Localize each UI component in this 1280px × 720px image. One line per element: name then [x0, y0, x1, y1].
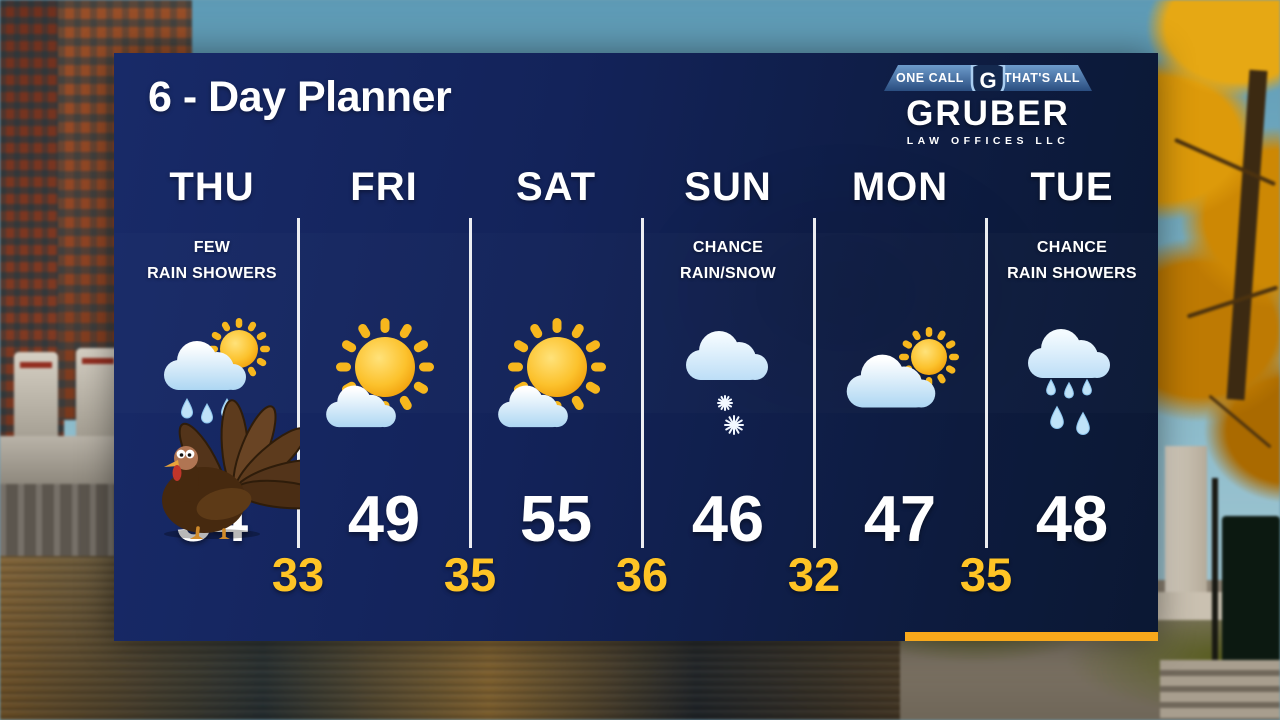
logo-company-name: GRUBER [906, 94, 1070, 133]
bridge-railing [0, 484, 128, 558]
condition-line: CHANCE [692, 239, 764, 256]
condition-line: RAIN/SNOW [679, 265, 777, 282]
day-label: SAT [515, 165, 597, 209]
street-pole [1212, 478, 1218, 714]
pole-banner [1222, 516, 1280, 684]
logo-banner-right: THAT'S ALL [1003, 71, 1080, 85]
days-grid: THU FEW RAIN SHOWERS [126, 165, 1158, 560]
low-temps-row: 33 35 36 32 35 [114, 547, 1158, 607]
day-column: TUE CHANCE RAIN SHOWERS [986, 165, 1158, 560]
day-label: FRI [350, 165, 418, 209]
bridge-tower [14, 352, 58, 442]
gruber-logo: ONE CALL THAT'S ALL G GRUBER LAW OFFICES… [876, 65, 1100, 147]
day-label: SUN [684, 165, 772, 209]
condition-line: CHANCE [1036, 239, 1108, 256]
day-label: MON [851, 165, 949, 209]
logo-subtitle: LAW OFFICES LLC [906, 135, 1070, 147]
bridge-deck [0, 436, 128, 484]
day-column: SUN CHANCE RAIN/SNOW [642, 165, 814, 560]
condition-line: RAIN SHOWERS [147, 265, 277, 282]
low-temp: 35 [443, 548, 497, 601]
day-condition: CHANCE RAIN/SNOW [642, 235, 814, 287]
condition-line: RAIN SHOWERS [1007, 265, 1137, 282]
high-temp: 46 [691, 482, 765, 555]
day-column: MON [814, 165, 986, 560]
day-condition: FEW RAIN SHOWERS [126, 235, 298, 287]
column-divider [640, 218, 644, 548]
column-divider [812, 218, 816, 548]
high-temp: 55 [519, 482, 593, 555]
sun-behind-cloud-icon [827, 313, 973, 451]
mostly-sunny-icon [311, 313, 457, 451]
logo-banner-left: ONE CALL [896, 71, 964, 85]
day-column: SAT [470, 165, 642, 560]
stone-steps [1160, 660, 1280, 720]
forecast-panel: 6 - Day Planner ONE CALL THAT'S ALL G GR… [114, 53, 1158, 641]
high-temp: 48 [1035, 482, 1109, 555]
bridge-tower [76, 348, 120, 438]
mostly-sunny-icon [483, 313, 629, 451]
high-temp: 49 [347, 482, 421, 555]
cloud-rain-icon [999, 313, 1145, 451]
svg-text:G: G [979, 68, 996, 93]
high-temp: 47 [863, 482, 937, 555]
low-temp: 32 [787, 548, 841, 601]
accent-bar [905, 632, 1158, 641]
logo-banner: ONE CALL THAT'S ALL G [884, 65, 1092, 91]
shield-g-icon: G [969, 58, 1007, 102]
page-title: 6 - Day Planner [148, 73, 452, 121]
day-label: THU [169, 165, 255, 209]
day-label: TUE [1030, 165, 1114, 209]
sun-cloud-rain-icon [139, 313, 285, 451]
turkey-graphic [162, 399, 300, 539]
low-temp: 36 [615, 548, 669, 601]
column-divider [984, 218, 988, 548]
cloud-snow-icon [655, 313, 801, 451]
day-column: THU FEW RAIN SHOWERS [126, 165, 300, 560]
day-condition: CHANCE RAIN SHOWERS [986, 235, 1158, 287]
low-temp: 33 [271, 548, 325, 601]
stone-column [1165, 446, 1207, 596]
column-divider [468, 218, 472, 548]
low-temp: 35 [959, 548, 1013, 601]
condition-line: FEW [193, 239, 231, 256]
stone-column-base [1150, 592, 1222, 620]
day-column: FRI [298, 165, 470, 560]
column-divider [296, 218, 300, 548]
